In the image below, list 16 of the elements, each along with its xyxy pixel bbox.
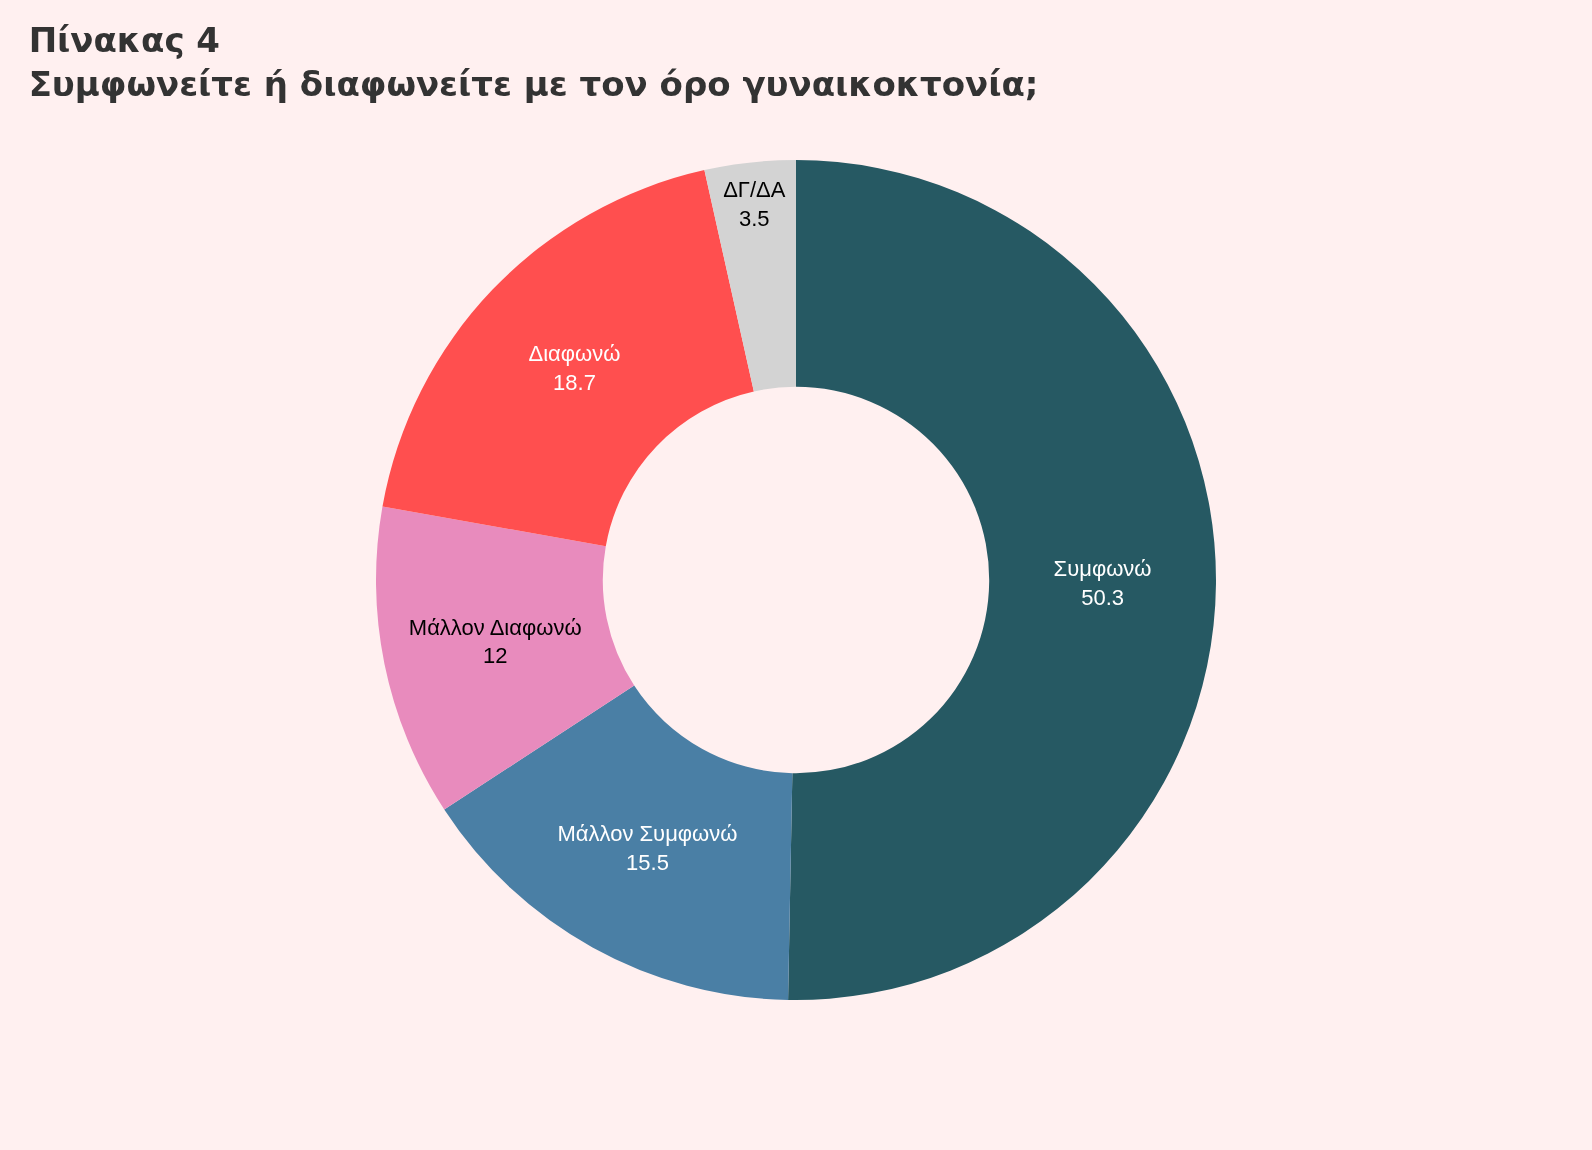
chart-subtitle: Συμφωνείτε ή διαφωνείτε με τον όρο γυναικοκτονία; [28,63,1039,104]
data-label: 50.3 [1081,584,1124,610]
data-label: 12 [482,643,508,669]
slice-label: Μάλλον Συμφωνώ [557,821,738,847]
data-label: 15.5 [626,850,669,876]
chart-title: Πίνακας 4 [28,19,221,60]
slice-label: Μάλλον Διαφωνώ [408,614,582,640]
donut-slice [704,160,796,392]
data-label: 3.5 [739,205,770,231]
slice-label: ΔΓ/ΔΑ [723,177,786,203]
data-label: 18.7 [553,369,596,395]
donut-slice [376,506,635,810]
slice-label: Διαφωνώ [528,341,621,367]
donut-slice [444,685,793,1000]
slice-label: Συμφωνώ [1053,556,1152,582]
donut-slice [788,160,1216,1000]
